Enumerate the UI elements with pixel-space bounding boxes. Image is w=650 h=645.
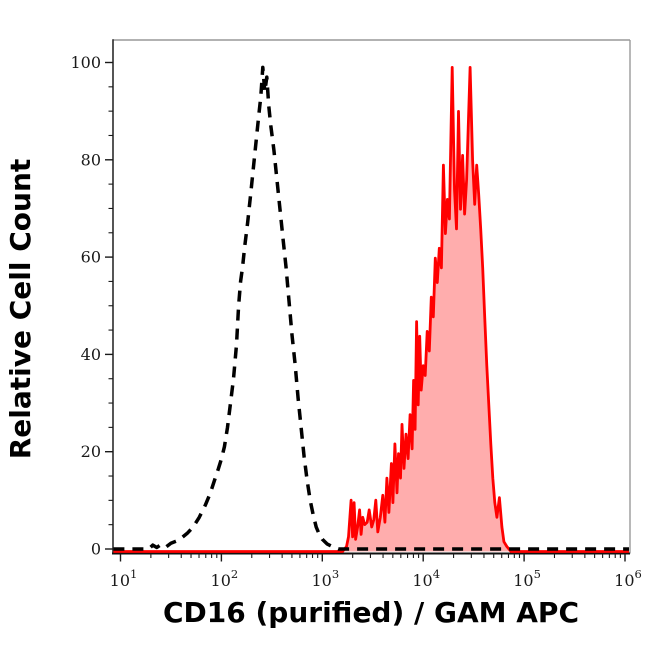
x-tick-label: 102 — [211, 567, 239, 590]
x-tick-label: 105 — [513, 567, 541, 590]
x-tick-label: 104 — [412, 567, 440, 590]
x-axis-ticks — [119, 553, 626, 562]
y-axis-label: Relative Cell Count — [4, 159, 37, 460]
x-tick-label: 106 — [614, 567, 642, 590]
x-tick-label: 101 — [110, 567, 138, 590]
control-histogram-curve — [113, 65, 629, 551]
y-tick-label: 100 — [70, 53, 101, 72]
y-axis-ticks — [105, 61, 113, 550]
x-axis-label: CD16 (purified) / GAM APC — [163, 596, 579, 629]
y-tick-label: 40 — [81, 345, 101, 364]
histogram-series — [113, 65, 629, 553]
x-tick-label: 103 — [311, 567, 339, 590]
cd16-histogram-fill — [113, 67, 629, 552]
y-tick-label: 0 — [91, 540, 101, 559]
y-tick-label: 20 — [81, 442, 101, 461]
x-axis-tick-labels: 101 102 103 104 105 106 — [110, 567, 642, 590]
y-tick-label: 80 — [81, 150, 101, 169]
cd16-histogram-curve — [113, 66, 629, 553]
y-axis-tick-labels: 0 20 40 60 80 100 — [70, 53, 101, 559]
y-tick-label: 60 — [81, 248, 101, 267]
